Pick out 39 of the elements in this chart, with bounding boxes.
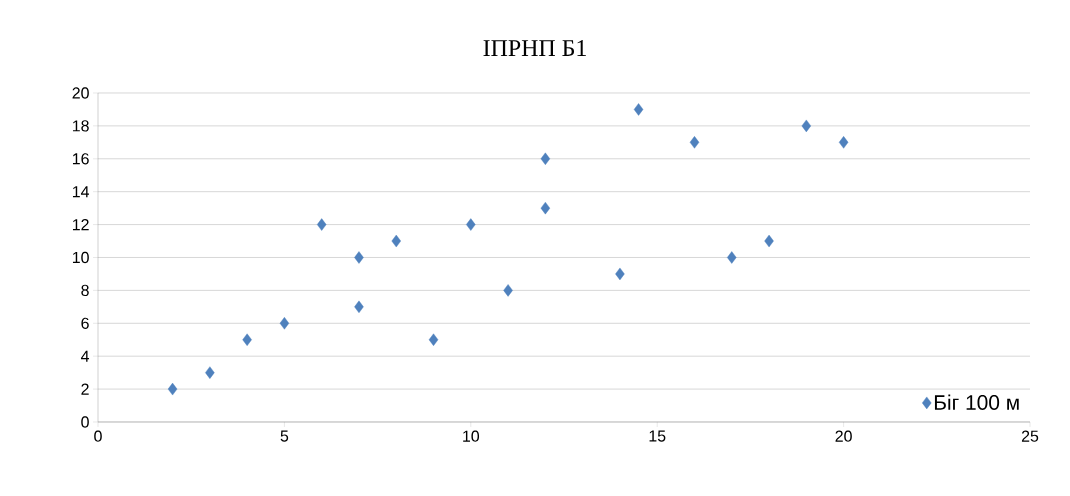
point <box>838 136 849 149</box>
point <box>764 234 774 248</box>
x-tick-label: 5 <box>280 430 289 442</box>
point <box>354 300 364 314</box>
point <box>540 201 551 215</box>
point <box>205 366 215 379</box>
y-tick-label: 6 <box>81 317 89 329</box>
point <box>801 119 812 133</box>
y-tick-label: 0 <box>81 416 89 428</box>
x-tick-label: 25 <box>1021 430 1039 442</box>
x-tick-label: 0 <box>94 430 102 442</box>
y-tick-label: 10 <box>72 251 89 264</box>
y-tick-label: 14 <box>72 186 90 198</box>
y-tick-label: 8 <box>81 284 89 297</box>
point <box>466 218 476 231</box>
point <box>242 333 252 346</box>
point <box>316 218 327 231</box>
x-tick-label: 15 <box>649 430 666 442</box>
point <box>391 234 401 248</box>
point <box>689 136 700 149</box>
point <box>279 317 290 330</box>
y-tick-label: 16 <box>72 153 89 165</box>
point <box>354 251 364 264</box>
y-tick-label: 20 <box>72 87 89 99</box>
legend-label: Біг 100 м <box>934 394 1019 410</box>
point <box>615 267 625 281</box>
x-tick-label: 10 <box>463 430 480 442</box>
y-tick-label: 12 <box>72 219 89 231</box>
point <box>503 284 513 297</box>
y-tick-label: 2 <box>81 383 89 395</box>
point <box>540 152 551 165</box>
chart-title: ІПРНП Б1 <box>483 40 586 56</box>
point <box>428 333 439 346</box>
x-tick-label: 20 <box>835 430 852 442</box>
point <box>727 251 737 264</box>
y-tick-label: 18 <box>72 120 89 132</box>
point <box>633 103 644 116</box>
y-tick-label: 4 <box>80 350 90 362</box>
point <box>167 382 178 396</box>
